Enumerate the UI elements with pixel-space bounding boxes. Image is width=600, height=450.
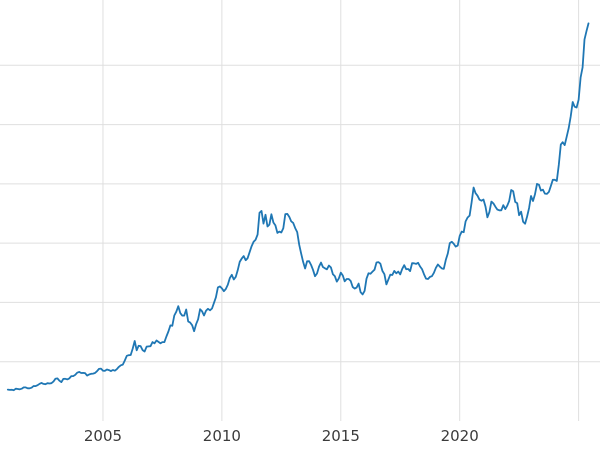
price-line-series	[6, 22, 590, 392]
x-tick-label: 2020	[441, 427, 479, 445]
x-tick-label: 2015	[322, 427, 360, 445]
grid-lines	[0, 0, 600, 421]
series-line-gold-price-usd-per-ounce	[6, 22, 590, 392]
x-axis-tick-labels: 2005 2010 2015 2020	[84, 427, 479, 445]
x-tick-label: 2005	[84, 427, 122, 445]
x-tick-label: 2010	[203, 427, 241, 445]
